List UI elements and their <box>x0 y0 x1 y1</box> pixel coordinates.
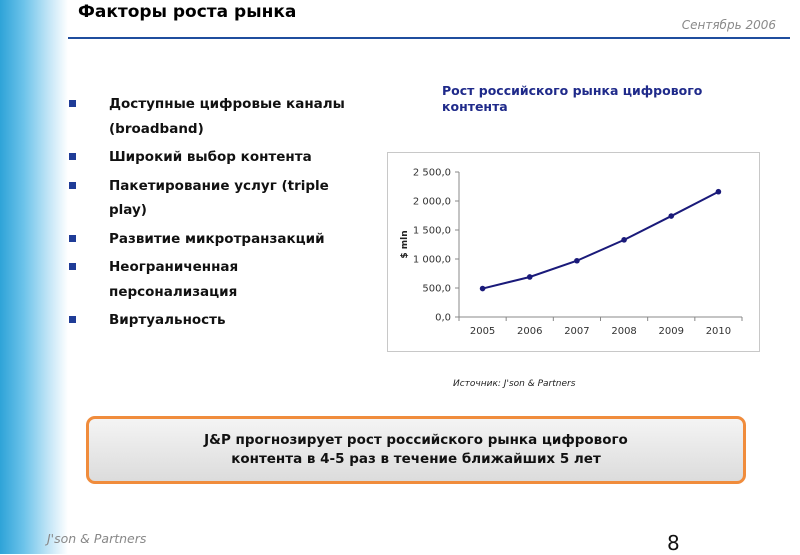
data-point <box>715 188 722 195</box>
x-tick-label: 2005 <box>470 326 495 337</box>
series-line <box>482 190 719 290</box>
bullet-item: Пакетирование услуг (triple play) <box>66 174 366 223</box>
x-tick-label: 2010 <box>706 326 731 337</box>
data-point <box>574 257 580 264</box>
y-tick-label: 500,0 <box>422 284 451 295</box>
data-point <box>621 237 627 243</box>
bullet-item: Доступные цифровые каналы (broadband) <box>66 92 366 141</box>
y-tick-label: 2 500,0 <box>413 168 451 179</box>
data-point <box>526 274 533 280</box>
y-tick-label: 1 500,0 <box>413 226 451 237</box>
left-gradient-bar <box>0 0 68 554</box>
bullet-square-icon <box>69 316 76 323</box>
y-tick-label: 0,0 <box>435 313 451 324</box>
bullet-square-icon <box>69 234 76 242</box>
footer-brand: J'son & Partners <box>47 531 147 546</box>
y-tick-label: 2 000,0 <box>413 197 451 208</box>
page-number: 8 <box>667 531 680 555</box>
slide-date: Сентябрь 2006 <box>681 18 776 32</box>
bullet-square-icon <box>69 100 76 107</box>
chart-svg: 0,0 500,0 1 000,0 1 500,0 2 000,0 2 500,0 2005… <box>387 152 760 352</box>
market-growth-chart: 0,0 500,0 1 000,0 1 500,0 2 000,0 2 500,0 2005… <box>387 152 760 352</box>
growth-factors-list: Доступные цифровые каналы (broadband) Шир… <box>66 92 366 337</box>
source-note: Источник: J'son & Partners <box>453 379 576 389</box>
callout-line-2: контента в 4-5 раз в течение ближайших 5… <box>231 451 601 467</box>
callout-line-1: J&P прогнозирует рост российского рынка … <box>204 432 628 448</box>
x-tick-label: 2009 <box>659 326 684 337</box>
bullet-item: Широкий выбор контента <box>66 145 366 170</box>
y-axis-label: $ mln <box>400 230 410 258</box>
y-tick-label: 1 000,0 <box>413 255 451 266</box>
title-divider <box>68 37 790 39</box>
bullet-square-icon <box>69 153 76 160</box>
bullet-item: Неограниченная персонализация <box>66 255 366 304</box>
x-tick-label: 2006 <box>517 326 542 337</box>
bullet-square-icon <box>69 263 76 270</box>
data-point <box>668 213 675 219</box>
data-point <box>479 285 486 292</box>
x-tick-label: 2007 <box>564 326 589 337</box>
bullet-square-icon <box>69 181 76 189</box>
chart-title: Рост российского рынка цифрового контент… <box>442 83 703 114</box>
slide-title: Факторы роста рынка <box>78 2 297 22</box>
x-tick-label: 2008 <box>611 326 636 337</box>
bullet-item: Виртуальность <box>66 308 366 333</box>
bullet-item: Развитие микротранзакций <box>66 227 366 252</box>
chart-frame <box>387 152 760 352</box>
forecast-callout: J&P прогнозирует рост российского рынка … <box>86 416 746 484</box>
